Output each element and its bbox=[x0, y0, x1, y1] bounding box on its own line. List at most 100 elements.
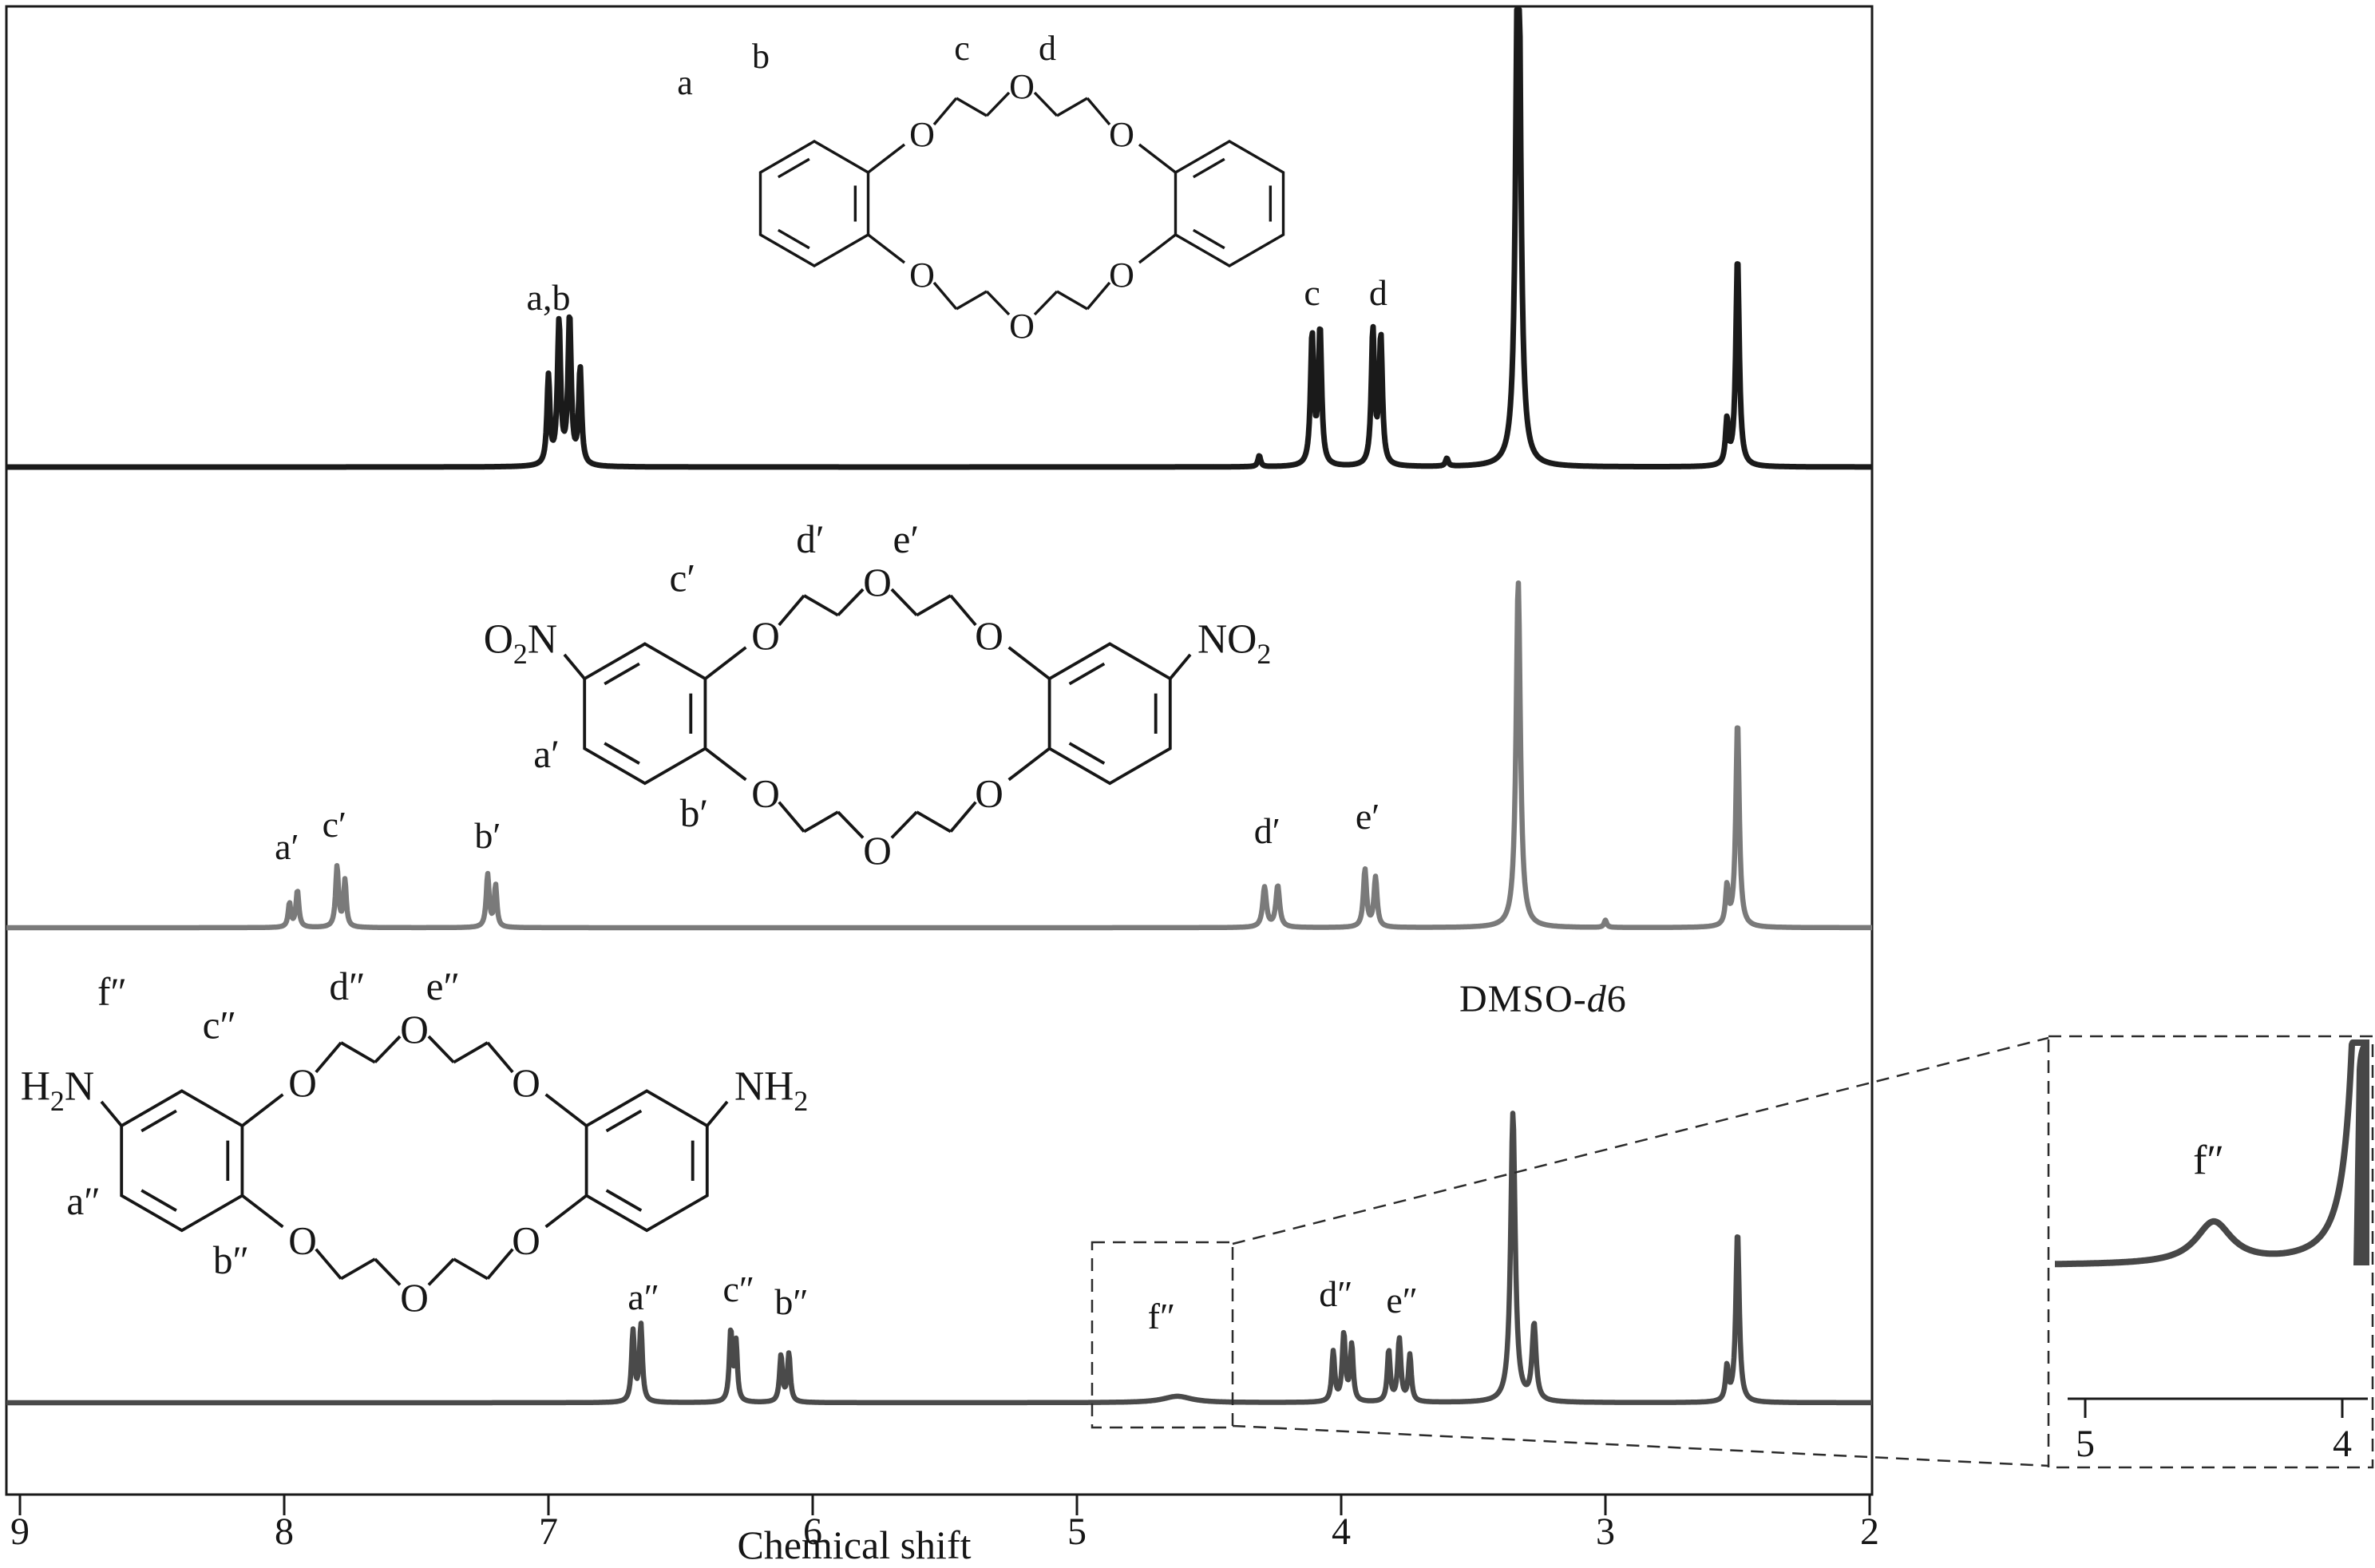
peak-assignment-label: b′ bbox=[474, 815, 501, 856]
oxygen-atom-label: O bbox=[909, 115, 935, 154]
chain-bond bbox=[778, 594, 806, 627]
proton-label-chain-b: e″ bbox=[426, 964, 460, 1008]
benzene-ring bbox=[758, 140, 870, 267]
chain-bond bbox=[374, 1257, 402, 1286]
chain-bond bbox=[837, 588, 865, 616]
chain-bond bbox=[1056, 290, 1088, 311]
double-bond bbox=[1068, 662, 1106, 686]
inset-spectrum-trace bbox=[2052, 1039, 2372, 1268]
inset-connector-bottom bbox=[1232, 1424, 2049, 1467]
proton-label-ring-top: c″ bbox=[203, 1003, 236, 1047]
chain-bond bbox=[1033, 91, 1059, 117]
double-bond bbox=[141, 1189, 177, 1212]
solvent-label: DMSO-d6 bbox=[1459, 977, 1627, 1021]
benzene-ring bbox=[120, 1089, 244, 1233]
oxygen-atom-label: O bbox=[751, 771, 780, 815]
bond bbox=[867, 143, 906, 174]
peak-assignment-label: a,b bbox=[527, 277, 571, 318]
peak-assignment-label: d′ bbox=[1254, 810, 1281, 851]
chain-bond bbox=[340, 1257, 376, 1281]
peak-assignment-label: d″ bbox=[1319, 1273, 1352, 1314]
bond bbox=[1007, 646, 1051, 680]
chain-bond bbox=[932, 281, 958, 311]
bond bbox=[1138, 143, 1177, 174]
oxygen-atom-label: O bbox=[975, 614, 1003, 658]
chain-bond bbox=[949, 594, 977, 627]
double-bond bbox=[1192, 157, 1225, 179]
peak-assignment-label: c″ bbox=[723, 1269, 755, 1309]
x-tick-label: 5 bbox=[1067, 1511, 1087, 1553]
oxygen-atom-label: O bbox=[975, 771, 1003, 815]
peak-assignment-label: e″ bbox=[1386, 1280, 1418, 1321]
double-bond bbox=[605, 1109, 643, 1133]
peak-assignment-label: a″ bbox=[627, 1277, 659, 1317]
oxygen-atom-label: O bbox=[1009, 67, 1035, 106]
proton-label-chain-a: d′ bbox=[796, 517, 824, 561]
peak-assignment-label: c bbox=[1304, 272, 1320, 313]
x-tick-label: 8 bbox=[275, 1511, 294, 1553]
oxygen-atom-label: O bbox=[909, 255, 935, 295]
oxygen-atom-label: O bbox=[288, 1218, 317, 1262]
oxygen-atom-label: O bbox=[512, 1061, 540, 1105]
proton-label-chain-b: e′ bbox=[893, 517, 920, 561]
chain-bond bbox=[340, 1041, 376, 1064]
x-tick-label: 2 bbox=[1860, 1511, 1879, 1553]
oxygen-atom-label: O bbox=[288, 1061, 317, 1105]
chain-bond bbox=[1033, 290, 1059, 316]
bond bbox=[1007, 746, 1051, 782]
solvent-label-prefix: DMSO- bbox=[1459, 978, 1587, 1020]
f-region-dashed-box bbox=[1091, 1241, 1234, 1429]
substituent-left-label: H2N bbox=[21, 1064, 94, 1117]
chain-bond bbox=[315, 1041, 342, 1074]
inset-tick-label: 5 bbox=[2076, 1423, 2095, 1465]
solvent-label-italic: d bbox=[1586, 978, 1607, 1020]
inset-peak-mass bbox=[2353, 1043, 2369, 1265]
peak-assignment-label: f″ bbox=[1148, 1296, 1175, 1336]
oxygen-atom-label: O bbox=[400, 1008, 429, 1051]
chain-bond bbox=[985, 290, 1011, 316]
chain-bond bbox=[916, 810, 952, 833]
plot-border bbox=[5, 5, 1874, 1496]
chain-bond bbox=[890, 810, 918, 839]
x-tick-label: 3 bbox=[1596, 1511, 1615, 1553]
substituent-bond bbox=[706, 1100, 729, 1127]
inset-dashed-border bbox=[2047, 1035, 2374, 1469]
double-bond bbox=[777, 157, 810, 179]
chain-bond bbox=[803, 594, 839, 617]
chain-bond bbox=[956, 290, 988, 311]
double-bond bbox=[141, 1109, 177, 1133]
bond bbox=[867, 233, 906, 264]
substituent-left-label: O2N bbox=[484, 617, 557, 670]
x-axis-title: Chemical shift bbox=[737, 1522, 972, 1567]
bond bbox=[704, 746, 747, 782]
chain-bond bbox=[1056, 97, 1088, 117]
chain-bond bbox=[778, 801, 806, 833]
chain-bond bbox=[932, 97, 958, 126]
proton-label-chain-a: c bbox=[954, 29, 970, 68]
solvent-label-suffix: 6 bbox=[1606, 978, 1627, 1020]
oxygen-atom-label: O bbox=[863, 829, 892, 873]
chain-bond bbox=[1086, 281, 1111, 311]
chain-bond bbox=[486, 1248, 514, 1280]
chain-bond bbox=[949, 801, 977, 833]
chain-bond bbox=[956, 97, 988, 117]
spectrum-trace-1 bbox=[4, 6, 1874, 470]
bond bbox=[241, 1093, 284, 1127]
benzene-ring bbox=[1174, 140, 1285, 267]
substituent-right-label: NO2 bbox=[1197, 617, 1271, 670]
chain-bond bbox=[453, 1257, 489, 1281]
chain-bond bbox=[453, 1041, 489, 1064]
x-tick-label: 7 bbox=[539, 1511, 558, 1553]
proton-label-ring-bottom: b′ bbox=[680, 791, 708, 835]
oxygen-atom-label: O bbox=[1109, 255, 1134, 295]
peak-assignment-label: a′ bbox=[275, 826, 299, 867]
oxygen-atom-label: O bbox=[512, 1218, 540, 1262]
spectrum-trace-2 bbox=[4, 580, 1874, 931]
proton-label-ring-left: a bbox=[677, 63, 693, 102]
amine-proton-label: f″ bbox=[97, 970, 127, 1014]
chain-bond bbox=[427, 1035, 455, 1063]
chain-bond bbox=[374, 1035, 402, 1063]
chain-bond bbox=[985, 91, 1011, 117]
substituent-bond bbox=[100, 1100, 123, 1127]
double-bond bbox=[1068, 742, 1106, 765]
